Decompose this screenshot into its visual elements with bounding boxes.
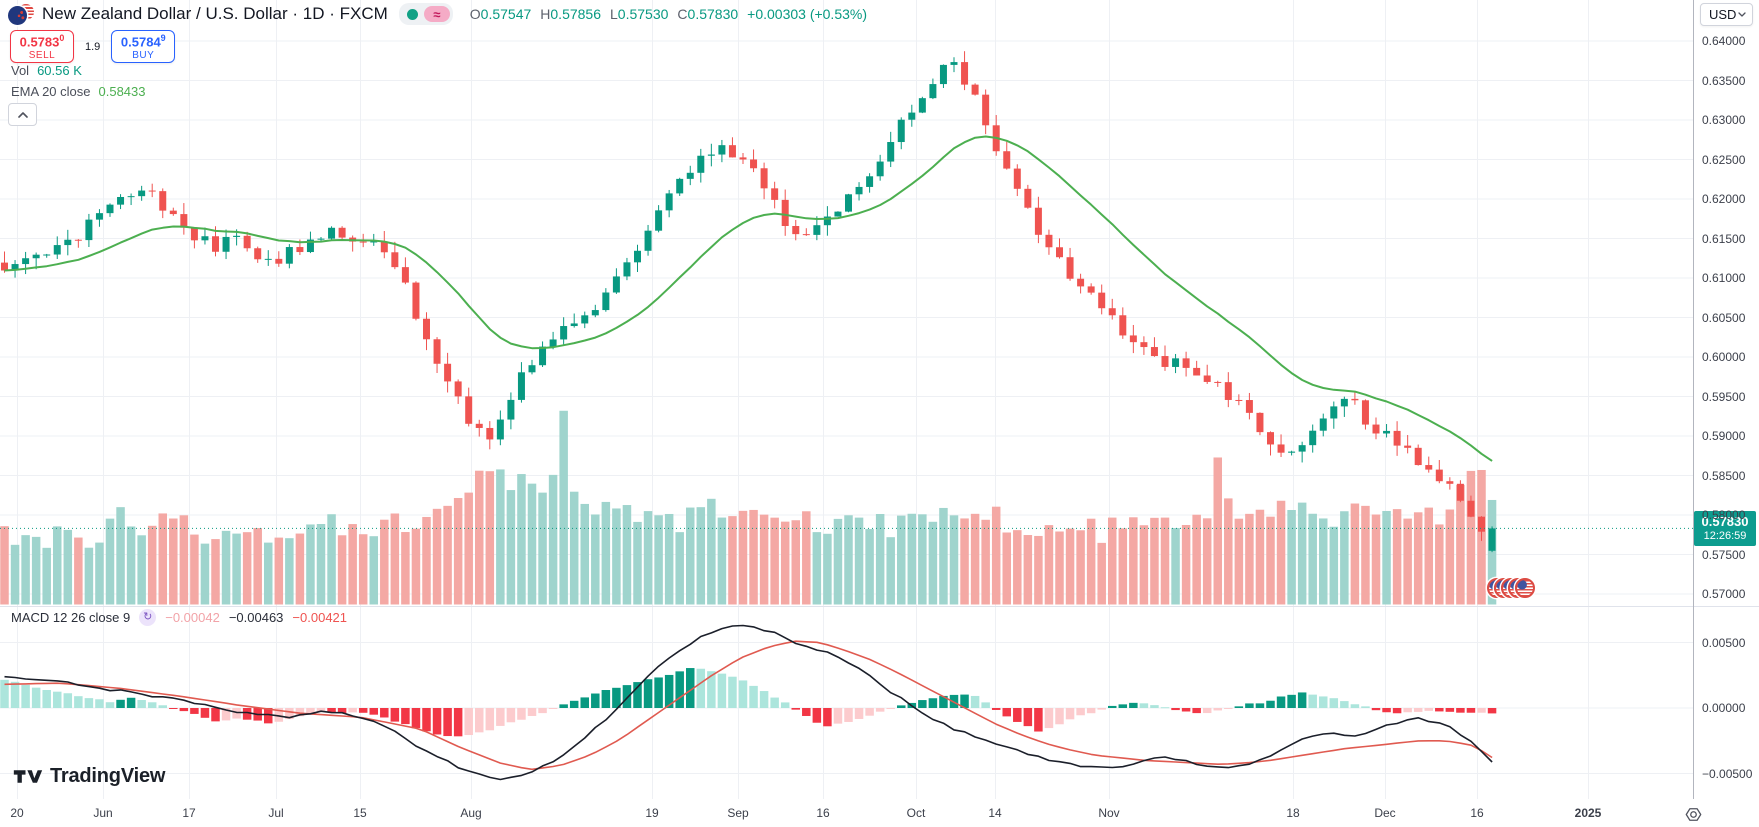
macd-axis-label: −0.00500 — [1702, 766, 1753, 781]
macd-axis-label: 0.00000 — [1702, 701, 1746, 715]
ema20-line — [4, 135, 1493, 462]
price-axis[interactable]: USD 0.57830 12:26:59 0.64000 0.63500 0.630… — [1693, 0, 1759, 799]
price-axis-label: 0.58500 — [1702, 468, 1746, 483]
us-flag-event-icon — [1515, 578, 1535, 598]
time-axis-settings-button[interactable] — [1684, 805, 1702, 823]
price-axis-label: 0.60500 — [1702, 310, 1746, 325]
time-axis-label: Nov — [1098, 806, 1120, 820]
market-status-badge[interactable]: ≈ — [398, 3, 453, 25]
symbol-title[interactable]: New Zealand Dollar / U.S. Dollar · 1D · … — [42, 4, 388, 23]
time-axis-label: 20 — [10, 806, 24, 820]
grid-lines — [0, 0, 1693, 800]
time-axis-label: 19 — [645, 806, 659, 820]
macd-reload-icon: ↻ — [139, 609, 157, 626]
candlesticks — [1, 51, 1496, 553]
open-label: O — [469, 6, 481, 22]
time-axis-label: Jul — [268, 806, 284, 820]
open-value: 0.57547 — [480, 6, 532, 22]
price-axis-label: 0.62000 — [1702, 192, 1746, 206]
macd-histogram-value: −0.00042 — [165, 610, 220, 625]
spread-value: 1.9 — [85, 40, 101, 53]
collapse-indicators-button[interactable] — [8, 103, 37, 126]
time-axis-label: 18 — [1286, 806, 1300, 820]
price-axis-label: 0.61500 — [1702, 231, 1746, 246]
ema-indicator-row[interactable]: EMA 20 close 0.58433 — [11, 84, 146, 99]
currency-unit-label: USD — [1709, 7, 1737, 22]
volume-value: 60.56 K — [37, 63, 82, 78]
change-value: +0.00303 (+0.53%) — [747, 6, 868, 22]
price-axis-label: 0.59000 — [1702, 429, 1746, 443]
time-axis-label: 16 — [1470, 806, 1484, 820]
price-axis-label: 0.60000 — [1702, 350, 1746, 364]
time-axis-label: 16 — [816, 806, 830, 820]
macd-line-value: −0.00463 — [228, 610, 284, 625]
time-axis-label: Aug — [460, 806, 482, 820]
price-axis-label: 0.63000 — [1702, 113, 1746, 127]
volume-bars — [0, 410, 1497, 605]
price-axis-label: 0.58000 — [1702, 508, 1746, 522]
sell-button-label: SELL — [28, 49, 56, 61]
tradingview-logo-icon — [13, 770, 43, 783]
price-axis-label: 0.57500 — [1702, 547, 1746, 562]
time-axis-year-label: 2025 — [1574, 806, 1602, 820]
economic-events-flags[interactable] — [1487, 578, 1535, 598]
sell-button[interactable]: 0.57830 SELL — [10, 30, 74, 63]
ema-label: EMA 20 close — [11, 84, 91, 99]
time-axis-label: Oct — [906, 806, 926, 820]
macd-axis-label: 0.00500 — [1702, 635, 1746, 650]
current-price-time: 12:26:59 — [1703, 529, 1747, 542]
close-label: C — [677, 6, 688, 22]
time-axis[interactable]: 20 Jun 17 Jul 15 Aug 19 Sep 16 Oct 14 Nov 18 Dec 16 202… — [0, 799, 1759, 827]
price-axis-label: 0.59500 — [1702, 389, 1746, 404]
tradingview-logo-text: TradingView — [50, 765, 166, 787]
low-label: L — [610, 6, 618, 22]
trade-buttons-row: 0.57830 SELL 1.9 0.57849 BUY — [10, 30, 176, 63]
price-axis-label: 0.61000 — [1702, 271, 1746, 285]
macd-signal-line — [4, 640, 1493, 771]
tradingview-logo[interactable]: TradingView — [13, 765, 165, 788]
volume-indicator-row[interactable]: Vol 60.56 K — [11, 63, 82, 78]
chevron-down-icon — [1738, 12, 1746, 17]
currency-unit-button[interactable]: USD — [1700, 3, 1753, 26]
macd-indicator-row[interactable]: MACD 12 26 close 9 ↻ −0.00042 −0.00463 −… — [11, 609, 347, 626]
market-open-dot-icon — [406, 8, 418, 20]
current-price-value: 0.57830 — [1701, 513, 1749, 529]
buy-button[interactable]: 0.57849 BUY — [111, 30, 176, 63]
high-label: H — [540, 6, 551, 22]
chevron-up-icon — [17, 111, 28, 118]
delayed-data-icon: ≈ — [423, 6, 450, 22]
price-axis-label: 0.62500 — [1702, 152, 1746, 167]
macd-main-line — [4, 624, 1493, 781]
volume-label: Vol — [11, 63, 30, 78]
macd-label: MACD 12 26 close 9 — [11, 610, 131, 625]
gear-icon — [1685, 807, 1701, 821]
price-axis-label: 0.63500 — [1702, 73, 1746, 88]
close-value: 0.57830 — [687, 6, 739, 22]
ohlc-values: O0.57547 H0.57856 L0.57530 C0.57830 +0.0… — [470, 6, 867, 22]
current-price-tag: 0.57830 12:26:59 — [1694, 511, 1756, 546]
buy-button-label: BUY — [132, 49, 155, 61]
time-axis-label: 17 — [182, 806, 196, 820]
low-value: 0.57530 — [617, 6, 669, 22]
time-axis-label: Jun — [93, 806, 113, 820]
time-axis-label: 15 — [353, 806, 367, 820]
time-axis-label: Sep — [727, 806, 749, 820]
price-axis-label: 0.64000 — [1702, 34, 1746, 48]
time-axis-label: 14 — [988, 806, 1002, 820]
time-axis-label: Dec — [1374, 806, 1396, 820]
price-axis-label: 0.57000 — [1702, 587, 1746, 601]
macd-signal-value: −0.00421 — [292, 610, 348, 625]
ema-value: 0.58433 — [98, 84, 146, 99]
high-value: 0.57856 — [550, 6, 601, 22]
symbol-legend-row[interactable]: New Zealand Dollar / U.S. Dollar · 1D · … — [8, 3, 867, 25]
nzdusd-pair-flag-icon — [8, 3, 35, 25]
